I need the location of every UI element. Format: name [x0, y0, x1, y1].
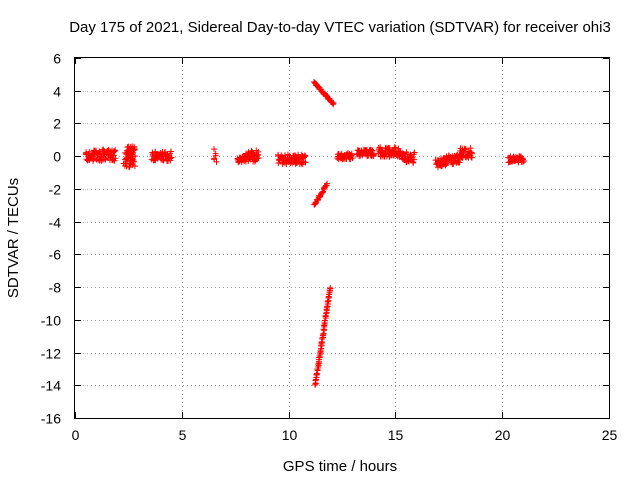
x-tick-labels: 0 5 10 15 20 25	[72, 427, 618, 443]
data-point	[369, 147, 376, 154]
data-point	[111, 148, 118, 155]
data-point	[313, 370, 320, 377]
y-tick-label: -14	[41, 378, 61, 394]
data-point	[348, 152, 355, 159]
data-point	[130, 158, 137, 165]
data-point	[168, 154, 175, 161]
data-point	[321, 322, 328, 329]
data-point	[324, 180, 331, 187]
data-point	[90, 155, 97, 162]
data-point	[392, 144, 399, 151]
y-tick-label: -10	[41, 313, 61, 329]
data-point	[167, 157, 174, 164]
y-tick-label: 4	[53, 84, 61, 100]
y-axis-label: SDTVAR / TECUs	[5, 178, 22, 298]
y-tick-label: 0	[53, 149, 61, 165]
data-point	[323, 310, 330, 317]
data-point	[411, 149, 418, 156]
grid-lines	[75, 58, 609, 418]
data-point	[112, 147, 119, 154]
data-point	[167, 148, 174, 155]
data-point	[411, 156, 418, 163]
data-point	[292, 152, 299, 159]
data-point	[302, 153, 309, 160]
x-tick-label: 5	[179, 427, 187, 443]
data-point	[467, 145, 474, 152]
data-point	[296, 155, 303, 162]
data-point	[410, 159, 417, 166]
y-tick-labels: 6 4 2 0 -2 -4 -6 -8 -10 -12 -14 -16	[41, 51, 61, 427]
data-point	[327, 284, 334, 291]
x-tick-label: 20	[495, 427, 511, 443]
data-point	[102, 156, 109, 163]
x-tick-label: 0	[72, 427, 80, 443]
data-point	[322, 317, 329, 324]
plot-frame	[74, 57, 610, 419]
data-point	[213, 158, 220, 165]
data-point	[246, 155, 253, 162]
data-point	[302, 159, 309, 166]
y-tick-label: 2	[53, 116, 61, 132]
x-axis-label: GPS time / hours	[283, 458, 397, 475]
data-point	[330, 100, 337, 107]
data-point	[98, 157, 105, 164]
chart-title: Day 175 of 2021, Sidereal Day-to-day VTE…	[69, 19, 611, 36]
y-tick-label: 6	[53, 51, 61, 67]
data-point	[377, 144, 384, 151]
data-point	[281, 152, 288, 159]
data-point	[468, 154, 475, 161]
data-point	[212, 152, 219, 159]
data-point	[211, 146, 218, 153]
axis-ticks	[75, 58, 610, 419]
data-point	[112, 155, 119, 162]
data-point	[520, 158, 527, 165]
data-points	[82, 78, 527, 388]
data-point	[349, 155, 356, 162]
data-point	[275, 159, 282, 166]
data-point	[519, 156, 526, 163]
y-tick-label: -6	[49, 247, 62, 263]
y-tick-label: -16	[41, 411, 61, 427]
y-tick-label: -2	[49, 182, 62, 198]
data-point	[318, 338, 325, 345]
data-point	[324, 298, 331, 305]
data-point	[211, 155, 218, 162]
x-tick-label: 10	[282, 427, 298, 443]
y-tick-label: -8	[49, 280, 62, 296]
data-point	[131, 145, 138, 152]
data-point	[255, 155, 262, 162]
y-tick-label: -4	[49, 215, 62, 231]
x-tick-label: 15	[388, 427, 404, 443]
data-point	[319, 189, 326, 196]
x-tick-label: 25	[602, 427, 618, 443]
data-point	[370, 151, 377, 158]
data-point	[131, 163, 138, 170]
data-point	[255, 148, 262, 155]
y-tick-label: -12	[41, 346, 61, 362]
data-point	[132, 153, 139, 160]
